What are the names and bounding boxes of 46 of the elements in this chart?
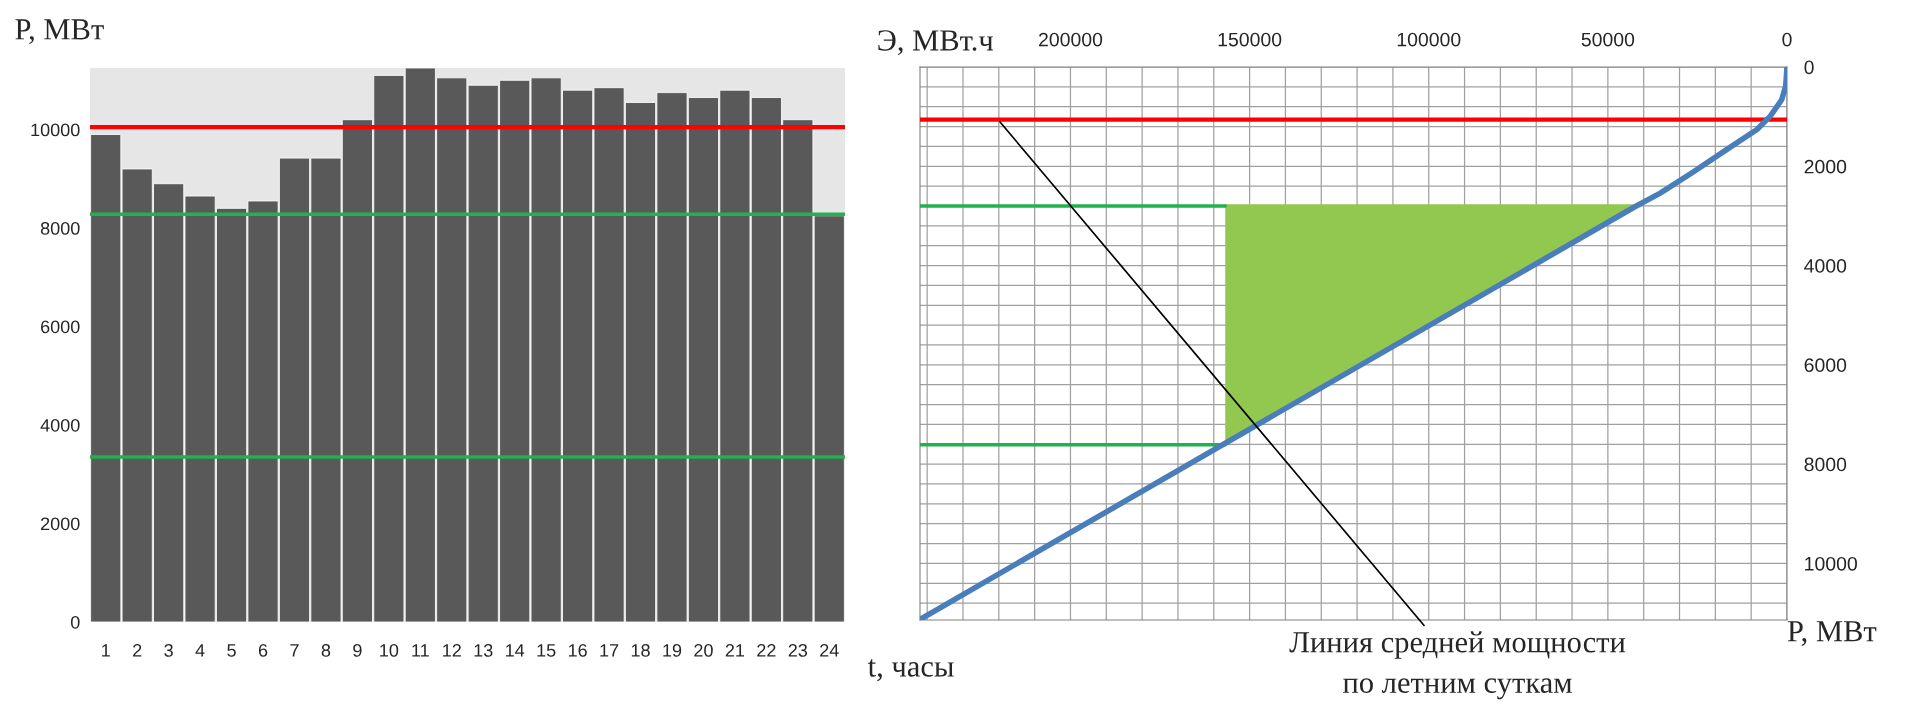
y-tick-label: 6000 [41, 320, 80, 334]
y-tick-label: 8000 [1804, 457, 1847, 472]
x-tick-label: 13 [474, 644, 493, 657]
x-axis-title: Э, МВт.ч [878, 30, 993, 56]
x-tick-label: 8 [321, 644, 331, 657]
x-axis-title: t, часы [867, 659, 954, 682]
x-tick-label: 200000 [1039, 32, 1103, 47]
x-tick-label: 15 [537, 644, 556, 657]
x-tick-label: 50000 [1581, 32, 1635, 47]
x-tick-label: 100000 [1397, 32, 1461, 47]
x-tick-label: 20 [694, 644, 713, 657]
x-tick-label: 21 [725, 644, 745, 657]
x-tick-label: 0 [1782, 32, 1792, 47]
y-tick-label: 0 [70, 615, 80, 629]
y-tick-label: 8000 [40, 221, 80, 235]
x-tick-label: 24 [820, 644, 839, 657]
y-axis-title: P, МВт [15, 19, 104, 45]
x-tick-label: 10 [380, 644, 399, 657]
y-tick-label: 10000 [31, 123, 80, 137]
y-axis-title: P, МВт [1787, 621, 1877, 646]
x-tick-label: 11 [412, 644, 429, 657]
x-tick-label: 7 [290, 644, 299, 657]
y-tick-label: 4000 [1804, 259, 1847, 273]
x-tick-label: 3 [164, 644, 173, 657]
x-tick-label: 12 [443, 644, 461, 657]
y-tick-label: 10000 [1805, 556, 1857, 571]
text: Линия средней мощности по летним суткам [1289, 631, 1626, 700]
x-tick-label: 4 [195, 644, 205, 657]
y-tick-label: 2000 [41, 517, 80, 531]
x-tick-label: 150000 [1218, 32, 1282, 47]
x-tick-label: 16 [568, 644, 587, 657]
y-tick-label: 0 [1804, 60, 1814, 75]
x-tick-label: 5 [227, 644, 236, 657]
x-tick-label: 17 [600, 644, 619, 657]
x-tick-label: 18 [631, 644, 650, 657]
x-tick-label: 19 [663, 644, 682, 657]
x-tick-label: 6 [258, 644, 268, 657]
y-tick-label: 2000 [1804, 159, 1847, 174]
y-tick-label: 6000 [1804, 358, 1847, 373]
x-tick-label: 2 [133, 644, 142, 657]
x-tick-label: 23 [788, 644, 808, 657]
x-tick-label: 14 [506, 644, 525, 657]
x-tick-label: 22 [757, 644, 776, 657]
y-tick-label: 4000 [40, 418, 80, 432]
x-tick-label: 9 [353, 644, 362, 657]
x-tick-label: 1 [102, 644, 110, 657]
